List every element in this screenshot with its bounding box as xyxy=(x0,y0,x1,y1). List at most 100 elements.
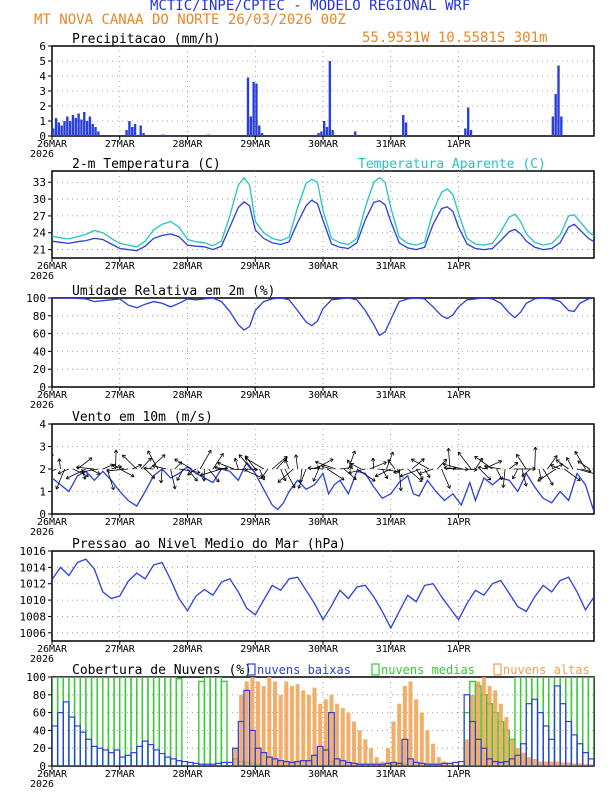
wind-arrow xyxy=(442,463,463,470)
high-cloud-bar xyxy=(278,694,283,766)
high-cloud-bar xyxy=(555,761,560,766)
precip-bar xyxy=(94,127,97,136)
wind-arrow xyxy=(315,461,336,470)
wind-arrow xyxy=(261,468,269,478)
wind-arrow-head xyxy=(219,452,224,457)
wind-arrow-head xyxy=(57,458,62,462)
wind-arrow xyxy=(399,468,421,477)
precip-bar xyxy=(557,65,560,136)
wind-arrow-head xyxy=(130,473,135,478)
precip-bar xyxy=(404,122,408,136)
wind-arrow xyxy=(339,467,353,470)
wind-arrow-head xyxy=(82,475,87,480)
wind-arrow xyxy=(242,468,263,479)
panel-title: Precipitacao (mm/h) xyxy=(72,32,221,47)
wind-arrow xyxy=(512,468,519,480)
wind-arrow-head xyxy=(151,474,156,479)
wind-arrow-head xyxy=(457,451,462,456)
wind-arrow-head xyxy=(374,473,379,478)
wind-arrow xyxy=(496,468,503,480)
wind-arrow xyxy=(387,459,396,470)
panel-title: Vento em 10m (m/s) xyxy=(72,410,213,425)
wind-arrow-head xyxy=(261,473,266,478)
wind-arrow xyxy=(343,468,357,480)
wind-arrow-head xyxy=(207,449,212,454)
wind-arrow-head xyxy=(410,458,415,463)
wind-arrow-head xyxy=(113,449,119,454)
x-tick-label: 29MAR xyxy=(240,644,271,655)
high-cloud-bar xyxy=(250,677,255,766)
precip-bar xyxy=(252,82,255,136)
high-cloud-bar xyxy=(510,739,515,766)
wind-arrow xyxy=(411,458,430,470)
wind-arrow xyxy=(418,468,434,475)
wind-arrow xyxy=(551,463,563,470)
wind-arrow xyxy=(407,468,423,482)
wind-arrow xyxy=(443,467,459,470)
wind-arrow-head xyxy=(57,470,62,475)
wind-arrow xyxy=(484,465,501,470)
x-tick-label: 26MAR xyxy=(37,139,68,150)
y-tick-label: 2 xyxy=(39,100,46,113)
high-cloud-bar xyxy=(312,687,317,766)
wind-arrow-head xyxy=(65,475,70,480)
x-tick-label: 1APR xyxy=(446,261,471,272)
wind-arrow-head xyxy=(442,462,447,467)
precip-bar xyxy=(80,119,83,136)
precip-bar xyxy=(354,131,357,136)
precip-bar xyxy=(131,127,134,136)
wind-arrow xyxy=(398,468,402,491)
x-tick-label: 28MAR xyxy=(172,517,203,528)
x-year-label: 2026 xyxy=(30,149,54,160)
station-coordinates: 55.9531W 10.5581S 301m xyxy=(362,30,548,46)
high-cloud-bar xyxy=(340,708,345,766)
y-tick-label: 27 xyxy=(33,210,46,223)
wind-arrow-head xyxy=(574,450,579,455)
wind-arrow xyxy=(321,465,332,470)
wind-arrow-head xyxy=(514,462,519,466)
y-tick-label: 2 xyxy=(39,463,46,476)
wind-arrow xyxy=(347,459,353,470)
wind-arrow xyxy=(170,468,176,490)
precip-bar xyxy=(246,77,250,136)
high-cloud-bar xyxy=(431,743,436,766)
x-tick-label: 30MAR xyxy=(308,390,339,401)
x-year-label: 2026 xyxy=(30,779,54,790)
x-tick-label: 1APR xyxy=(446,139,471,150)
x-tick-label: 1APR xyxy=(446,517,471,528)
low-cloud-bar xyxy=(480,747,488,766)
wind-arrow-head xyxy=(521,472,526,477)
y-tick-label: 1006 xyxy=(20,627,47,640)
high-cloud-bar xyxy=(374,757,379,766)
y-tick-label: 30 xyxy=(33,193,46,206)
x-tick-label: 30MAR xyxy=(308,139,339,150)
plot-area xyxy=(52,677,594,766)
y-tick-label: 4 xyxy=(39,70,46,83)
wind-arrow xyxy=(348,450,356,470)
wind-arrow-head xyxy=(351,450,356,455)
precip-bar xyxy=(320,131,323,136)
wind-arrow xyxy=(566,457,574,470)
wind-arrow xyxy=(466,468,478,471)
wind-arrow-head xyxy=(516,453,520,458)
high-cloud-bar xyxy=(402,685,407,766)
wind-arrow xyxy=(52,468,57,472)
high-cloud-bar xyxy=(464,739,469,766)
wind-arrow-head xyxy=(187,471,192,476)
wind-arrow xyxy=(246,468,258,471)
wind-arrow xyxy=(372,457,375,470)
panel-5: 26MAR 27MAR 28MAR 29MAR 30MAR 31MAR 1APR 2026 10… xyxy=(20,537,595,665)
wind-arrow-head xyxy=(399,473,404,478)
wind-arrow-head xyxy=(523,482,528,487)
wind-arrow xyxy=(457,451,472,470)
wind-arrow xyxy=(199,449,212,470)
precip-bar xyxy=(162,134,165,136)
wind-arrow-head xyxy=(443,465,448,471)
panel-title: Pressao ao Nivel Medio do Mar (hPa) xyxy=(72,537,346,552)
precip-bar xyxy=(63,121,66,136)
high-cloud-bar xyxy=(560,762,565,766)
wind-arrow-head xyxy=(261,476,266,481)
x-tick-label: 29MAR xyxy=(240,390,271,401)
